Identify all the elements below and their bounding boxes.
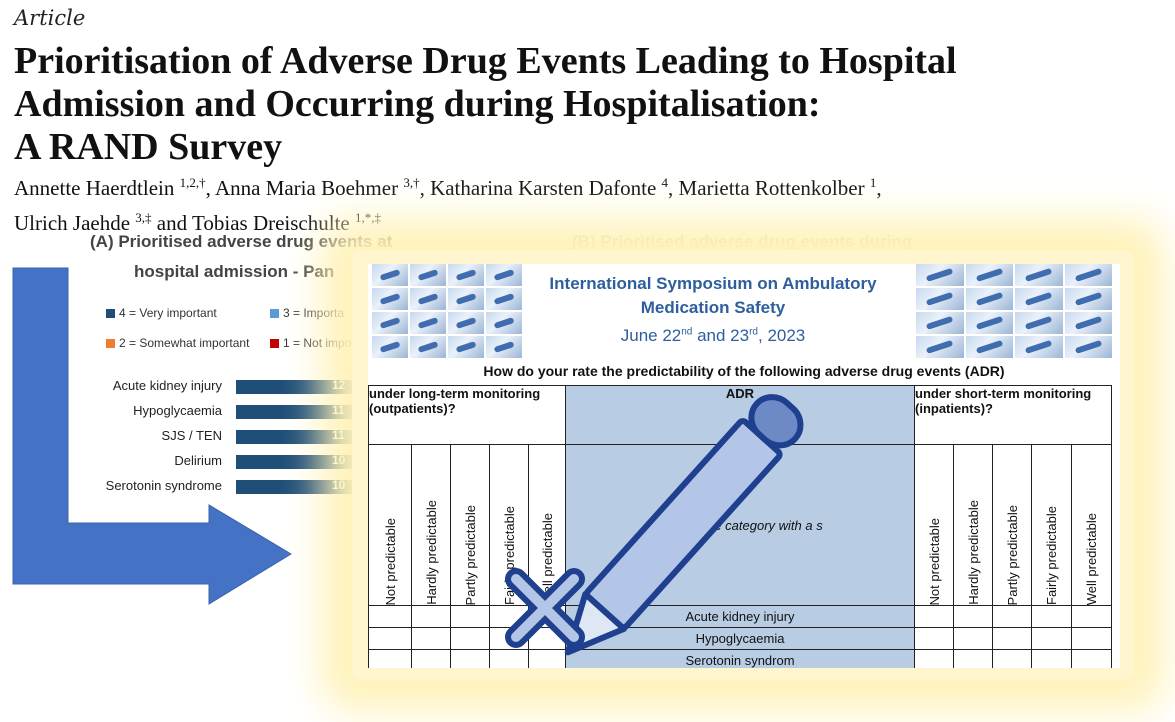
author-line: Annette Haerdtlein 1,2,†, Anna Maria Boe… — [14, 168, 1164, 203]
close-icon — [505, 568, 585, 648]
author-name: Anna Maria Boehmer — [214, 176, 399, 200]
adr-name: Acute kidney injury — [565, 605, 915, 628]
legend-label: 4 = Very important — [119, 306, 217, 320]
rating-col-header: Hardly predictable — [953, 444, 993, 606]
article-title: Prioritisation of Adverse Drug Events Le… — [14, 40, 1164, 169]
author-separator: , — [205, 176, 215, 200]
author-conjunction: and — [151, 211, 192, 235]
table-row: Acute kidney injury — [368, 605, 1112, 628]
legend-label: 1 = Not impo — [283, 336, 352, 350]
article-kicker: Article — [14, 6, 86, 30]
short-term-header: under short-term monitoring (inpatients)… — [914, 385, 1112, 445]
bar-value-label: 11 — [332, 428, 345, 442]
legend-label: 3 = Importa — [283, 306, 345, 320]
survey-question: How do your rate the predictability of t… — [483, 363, 1005, 379]
author-affiliation: 1,*,‡ — [355, 210, 381, 225]
legend-label: 2 = Somewhat important — [119, 336, 250, 350]
author-list: Annette Haerdtlein 1,2,†, Anna Maria Boe… — [14, 168, 1164, 238]
date-suffix: nd — [681, 326, 693, 338]
author-name: Katharina Karsten Dafonte — [430, 176, 657, 200]
author-affiliation: 3,† — [403, 175, 420, 190]
date-text: , 2023 — [758, 326, 806, 345]
author-name: Marietta Rottenkolber — [678, 176, 865, 200]
author-separator: , — [419, 176, 431, 200]
table-row: Hypoglycaemia — [368, 627, 1112, 650]
pill-pattern-left — [372, 264, 522, 358]
author-affiliation: 3,‡ — [135, 210, 152, 225]
author-line: Ulrich Jaehde 3,‡ and Tobias Dreischulte… — [14, 203, 1164, 238]
legend-swatch — [270, 338, 279, 348]
adr-name: Serotonin syndrom — [565, 649, 915, 668]
survey-form: International Symposium on Ambulatory Me… — [368, 264, 1120, 668]
long-term-header: under long-term monitoring (outpatients)… — [368, 385, 566, 445]
bar-value-label: 10 — [332, 453, 346, 467]
author-separator: , — [668, 176, 679, 200]
legend-item: 4 = Very important — [106, 306, 217, 320]
bar-row: SJS / TEN 11 — [70, 427, 400, 447]
title-line: A RAND Survey — [14, 126, 283, 168]
date-text: and 23 — [692, 326, 750, 345]
symposium-date: June 22nd and 23rd, 2023 — [538, 326, 888, 346]
date-text: June 22 — [620, 326, 682, 345]
rating-table: under long-term monitoring (outpatients)… — [368, 385, 1112, 668]
bar-value-label: 10 — [332, 478, 346, 492]
chart-a-subtitle: hospital admission - Pan — [134, 262, 335, 281]
author-affiliation: 1,2,† — [179, 175, 206, 190]
pencil-icon — [564, 394, 804, 656]
bar-label: Serotonin syndrome — [105, 478, 222, 493]
bar-label: SJS / TEN — [161, 428, 222, 443]
rating-col-header: Not predictable — [914, 444, 954, 606]
rating-col-header: Well predictable — [1071, 444, 1112, 606]
adr-header: ADR — [565, 385, 915, 445]
author-affiliation: 4 — [661, 175, 669, 190]
legend-item: 3 = Importa — [270, 306, 344, 320]
author-name: Tobias Dreischulte — [192, 211, 350, 235]
symposium-title: International Symposium on Ambulatory Me… — [538, 272, 888, 320]
legend-swatch — [270, 308, 279, 318]
author-affiliation: 1 — [869, 175, 877, 190]
bar-value-label: 11 — [332, 403, 345, 417]
bar — [236, 430, 390, 444]
legend-item: 2 = Somewhat important — [106, 336, 249, 350]
bar — [236, 455, 376, 469]
rating-checkbox[interactable] — [1071, 649, 1112, 668]
author-separator: , — [876, 176, 882, 200]
title-line: Prioritisation of Adverse Drug Events Le… — [14, 40, 957, 82]
bar — [236, 480, 376, 494]
symposium-title-line: International Symposium on Ambulatory — [549, 274, 877, 293]
date-suffix: rd — [749, 326, 758, 338]
bar-label: Delirium — [174, 453, 222, 468]
bar-label: Hypoglycaemia — [133, 403, 222, 418]
table-row: Serotonin syndrom — [368, 649, 1112, 668]
bar — [236, 405, 390, 419]
legend-swatch — [106, 338, 115, 348]
pill-pattern-right — [916, 264, 1112, 358]
symposium-title-line: Medication Safety — [640, 298, 786, 317]
chart-b-title: (B) Prioritised adverse drug events duri… — [572, 232, 913, 251]
bar-label: Acute kidney injury — [112, 378, 222, 393]
bar-value-label: 12 — [332, 378, 346, 392]
bar-row: Delirium 10 — [70, 452, 400, 472]
title-line: Admission and Occurring during Hospitali… — [14, 83, 821, 125]
bar-row: Serotonin syndrome 10 — [70, 477, 400, 497]
chart-a-title: (A) Prioritised adverse drug events at — [90, 232, 393, 251]
author-name: Annette Haerdtlein — [14, 176, 175, 200]
legend-item: 1 = Not impo — [270, 336, 351, 350]
author-name: Ulrich Jaehde — [14, 211, 131, 235]
bar-row: Hypoglycaemia 11 — [70, 402, 400, 422]
rating-col-header: Not predictable — [368, 444, 412, 606]
legend-swatch — [106, 308, 115, 318]
